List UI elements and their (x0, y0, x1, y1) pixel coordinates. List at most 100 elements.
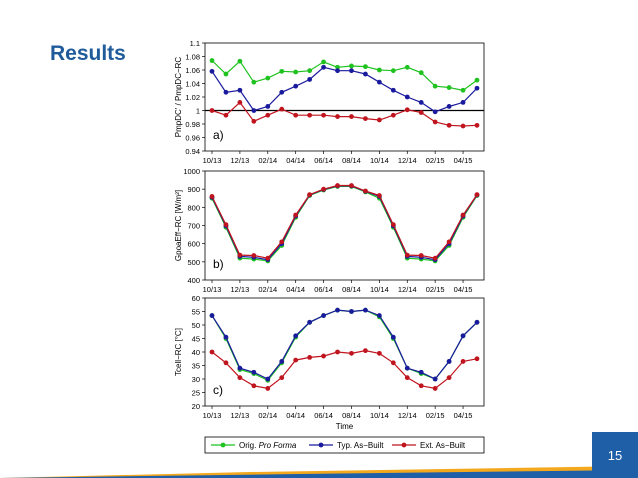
y-tick-label: 0.98 (185, 120, 200, 129)
x-tick-label: 12/13 (231, 411, 250, 420)
x-tick-label: 12/13 (231, 156, 250, 165)
data-point-typ (307, 319, 313, 325)
data-point-ext (363, 348, 368, 354)
data-point-ext (418, 383, 424, 389)
data-point-typ (293, 333, 299, 339)
x-tick-label: 04/14 (286, 156, 305, 165)
data-point-ext (390, 360, 396, 366)
data-point-ext (335, 183, 340, 188)
y-axis-label: GpoaEff−RC [W/m²] (174, 190, 183, 261)
data-point-ext (237, 252, 243, 258)
data-point-ext (390, 222, 396, 227)
data-point-typ (349, 68, 354, 74)
data-point-ext (376, 193, 382, 198)
y-tick-label: 1.08 (185, 53, 200, 62)
plot-area (204, 297, 485, 407)
data-point-typ (432, 109, 438, 115)
x-tick-label: 12/14 (398, 285, 417, 294)
data-point-typ (279, 89, 285, 95)
data-point-ext (321, 112, 326, 118)
data-point-typ (390, 87, 396, 93)
data-point-ext (223, 360, 229, 366)
panel-label: c) (213, 383, 223, 397)
x-tick-label: 10/14 (370, 285, 389, 294)
chart-panel-2: 400 500 600 700 800 900 1000 10/13 12/13 02/14 04/… (174, 167, 485, 294)
data-point-ext (474, 356, 480, 362)
x-tick-label: 02/14 (258, 156, 277, 165)
data-point-typ (474, 85, 480, 91)
data-point-typ (237, 87, 243, 93)
data-point-ext (390, 112, 396, 118)
x-tick-label: 10/14 (370, 411, 389, 420)
data-point-ext (418, 253, 424, 258)
data-point-orig (418, 70, 424, 76)
x-tick-label: 02/15 (426, 285, 445, 294)
data-point-ext (474, 122, 480, 128)
y-tick-label: 900 (187, 185, 200, 194)
data-point-typ (279, 359, 285, 364)
data-point-typ (404, 94, 410, 100)
data-point-typ (376, 79, 382, 85)
legend-label-typ: Typ. As−Built (337, 441, 384, 450)
data-point-typ (251, 369, 257, 375)
y-tick-label: 1 (196, 107, 200, 116)
data-point-ext (223, 112, 229, 118)
legend-marker-orig (220, 442, 226, 448)
y-tick-label: 400 (187, 276, 200, 285)
data-point-typ (209, 68, 215, 74)
data-point-ext (474, 192, 480, 198)
y-tick-label: 0.94 (185, 147, 200, 156)
data-point-ext (293, 212, 299, 218)
data-point-typ (223, 89, 229, 95)
x-tick-label: 10/13 (203, 411, 222, 420)
x-tick-label: 08/14 (342, 285, 361, 294)
y-tick-label: 1.02 (185, 93, 200, 102)
y-tick-label: 1.06 (185, 66, 200, 75)
data-point-ext (279, 239, 285, 245)
legend: Orig. Pro Forma Typ. As−Built Ext. As−Buil… (204, 436, 485, 454)
x-tick-label: 02/15 (426, 411, 445, 420)
x-tick-label: 04/14 (286, 411, 305, 420)
data-point-typ (474, 319, 480, 325)
data-point-typ (460, 100, 466, 105)
data-point-ext (237, 375, 243, 381)
data-point-orig (321, 59, 326, 65)
x-tick-label: 08/14 (342, 156, 361, 165)
chart-panel-3: 20 25 30 35 40 45 50 55 60 10/13 12/13 02/14 04/14 06… (174, 294, 485, 431)
data-point-orig (209, 58, 215, 63)
data-point-ext (237, 100, 243, 105)
x-axis-label: Time (336, 422, 354, 431)
data-point-ext (446, 375, 452, 381)
data-point-ext (349, 183, 354, 188)
data-point-orig (404, 64, 410, 70)
y-tick-label: 45 (192, 335, 200, 344)
data-point-ext (279, 106, 285, 112)
data-point-ext (446, 122, 452, 128)
legend-marker-ext (401, 442, 407, 448)
data-point-ext (376, 117, 382, 123)
x-tick-label: 04/15 (454, 156, 473, 165)
legend-label-ext: Ext. As−Built (420, 441, 466, 450)
y-tick-label: 35 (192, 362, 200, 371)
data-point-orig (446, 85, 452, 90)
footer-stripe (0, 466, 638, 478)
data-point-typ (390, 334, 396, 340)
data-point-ext (321, 186, 326, 192)
data-point-orig (251, 79, 257, 85)
data-point-ext (209, 194, 215, 199)
data-point-orig (376, 67, 382, 73)
data-point-ext (460, 212, 466, 218)
panel-label: b) (213, 257, 224, 271)
data-point-ext (251, 253, 257, 258)
data-point-ext (404, 107, 410, 113)
data-point-orig (460, 87, 466, 93)
data-point-orig (349, 63, 354, 69)
y-tick-label: 800 (187, 203, 200, 212)
data-point-ext (293, 112, 299, 118)
x-tick-label: 06/14 (314, 156, 333, 165)
y-tick-label: 700 (187, 222, 200, 231)
data-point-ext (209, 349, 215, 355)
data-point-ext (432, 119, 438, 125)
legend-marker-typ (318, 442, 324, 448)
